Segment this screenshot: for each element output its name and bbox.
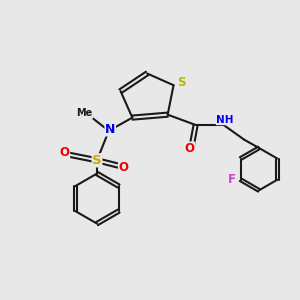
Text: S: S — [177, 76, 185, 89]
Text: F: F — [228, 173, 236, 186]
Text: O: O — [118, 161, 128, 174]
Text: S: S — [92, 154, 102, 167]
Text: N: N — [105, 123, 116, 136]
Text: NH: NH — [216, 115, 234, 125]
Text: Me: Me — [76, 108, 93, 118]
Text: O: O — [185, 142, 195, 155]
Text: N: N — [80, 107, 90, 120]
Text: O: O — [60, 146, 70, 159]
